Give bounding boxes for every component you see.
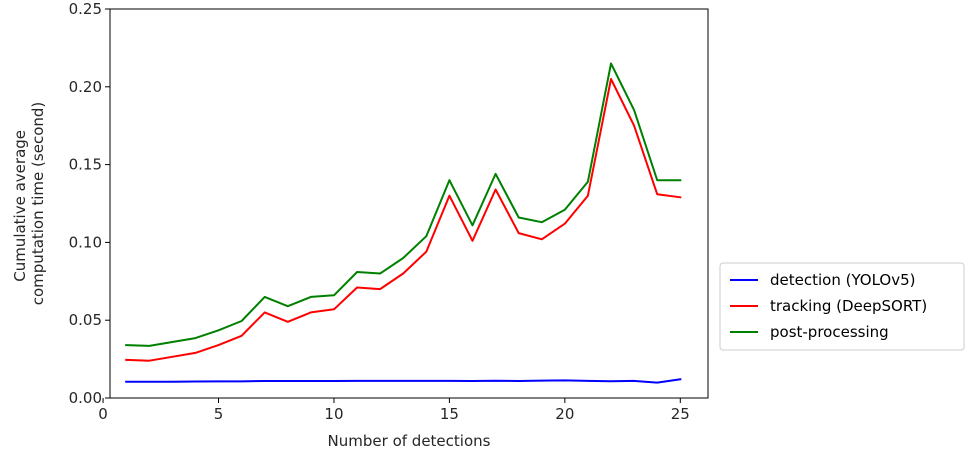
plot-frame xyxy=(109,8,709,399)
y-tick-label: 0.15 xyxy=(69,156,102,174)
series-line-3 xyxy=(125,62,682,347)
legend-box xyxy=(719,262,965,351)
legend-label-1: detection (YOLOv5) xyxy=(770,271,916,289)
y-tick-label: 0.20 xyxy=(69,78,102,96)
x-axis-ticks: 0 5 10 15 20 25 xyxy=(98,398,690,423)
x-tick-label: 0 xyxy=(98,405,108,423)
legend-label-3: post-processing xyxy=(770,323,889,341)
legend: detection (YOLOv5) tracking (DeepSORT) pos… xyxy=(719,262,965,351)
y-axis-ticks: 0.00 0.05 0.10 0.15 0.20 0.25 xyxy=(69,0,110,407)
legend-label-2: tracking (DeepSORT) xyxy=(770,297,927,315)
y-tick-label: 0.10 xyxy=(69,233,102,251)
y-axis-title-line-2: computation time (second) xyxy=(29,102,47,306)
x-tick-label: 15 xyxy=(440,405,459,423)
series-line-2 xyxy=(125,78,682,362)
y-tick-label: 0.05 xyxy=(69,311,102,329)
x-tick-label: 10 xyxy=(324,405,343,423)
y-tick-label: 0.00 xyxy=(69,389,102,407)
x-tick-label: 5 xyxy=(214,405,224,423)
series-line-1 xyxy=(125,378,682,384)
x-tick-label: 20 xyxy=(555,405,574,423)
x-axis-title: Number of detections xyxy=(328,432,491,450)
y-tick-label: 0.25 xyxy=(69,0,102,18)
x-tick-label: 25 xyxy=(671,405,690,423)
series-layer xyxy=(125,62,682,384)
y-axis-title: Cumulative average computation time (sec… xyxy=(11,102,47,306)
y-axis-title-line-1: Cumulative average xyxy=(11,130,29,282)
